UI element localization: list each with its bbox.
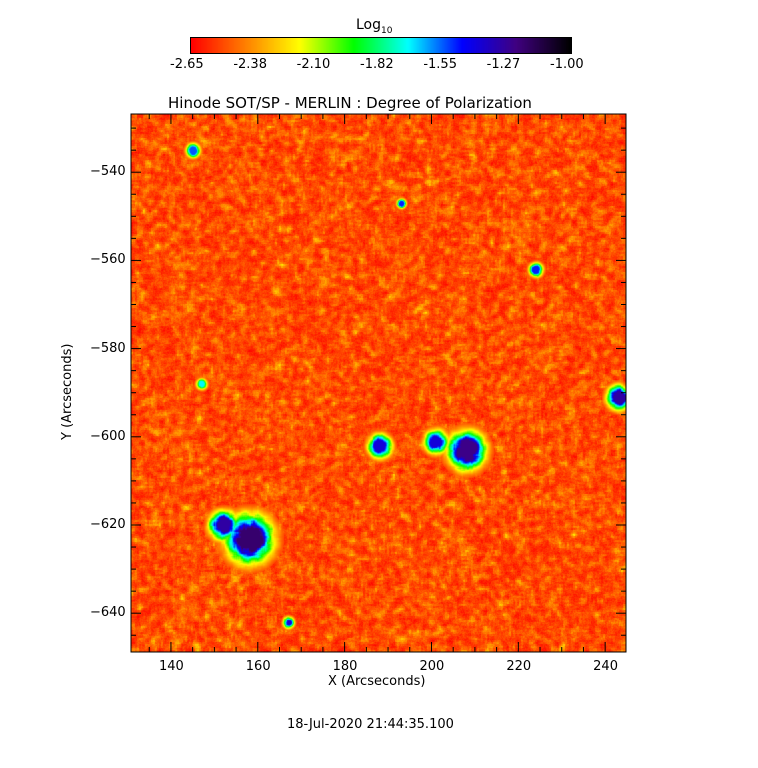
- colorbar-tick-label: -1.00: [550, 57, 584, 72]
- y-axis-label: Y (Arcseconds): [60, 343, 75, 440]
- colorbar-tick-label: -1.55: [423, 57, 457, 72]
- chart-title: Hinode SOT/SP - MERLIN : Degree of Polar…: [168, 94, 532, 112]
- y-tick-label: −640: [90, 605, 126, 621]
- colorbar-tick-label: -1.27: [486, 57, 521, 72]
- timestamp: 18-Jul-2020 21:44:35.100: [287, 717, 454, 732]
- colorbar-label: Log10: [356, 17, 392, 36]
- y-tick-label: −620: [90, 516, 126, 532]
- x-tick-label: 140: [158, 659, 184, 674]
- colorbar-tick-label: -2.38: [233, 57, 267, 72]
- y-tick-label: −600: [90, 428, 126, 444]
- colorbar-tick-label: -2.10: [296, 57, 331, 72]
- x-tick-label: 200: [419, 659, 445, 674]
- x-tick-label: 220: [506, 659, 532, 674]
- x-axis-label: X (Arcseconds): [328, 674, 426, 689]
- colorbar-label-subscript: 10: [381, 25, 393, 36]
- y-tick-label: −560: [90, 252, 126, 268]
- colorbar-label-text: Log: [356, 17, 382, 33]
- y-tick-label: −580: [90, 340, 126, 356]
- x-tick-label: 180: [332, 659, 358, 674]
- x-tick-label: 240: [593, 659, 618, 674]
- colorbar-tick-label: -1.82: [360, 57, 394, 72]
- heatmap-image: [131, 114, 626, 652]
- x-tick-label: 160: [245, 659, 271, 674]
- colorbar: [190, 37, 572, 54]
- y-tick-label: −540: [90, 164, 126, 180]
- colorbar-tick-label: -2.65: [170, 57, 204, 72]
- plot-frame: [130, 113, 627, 653]
